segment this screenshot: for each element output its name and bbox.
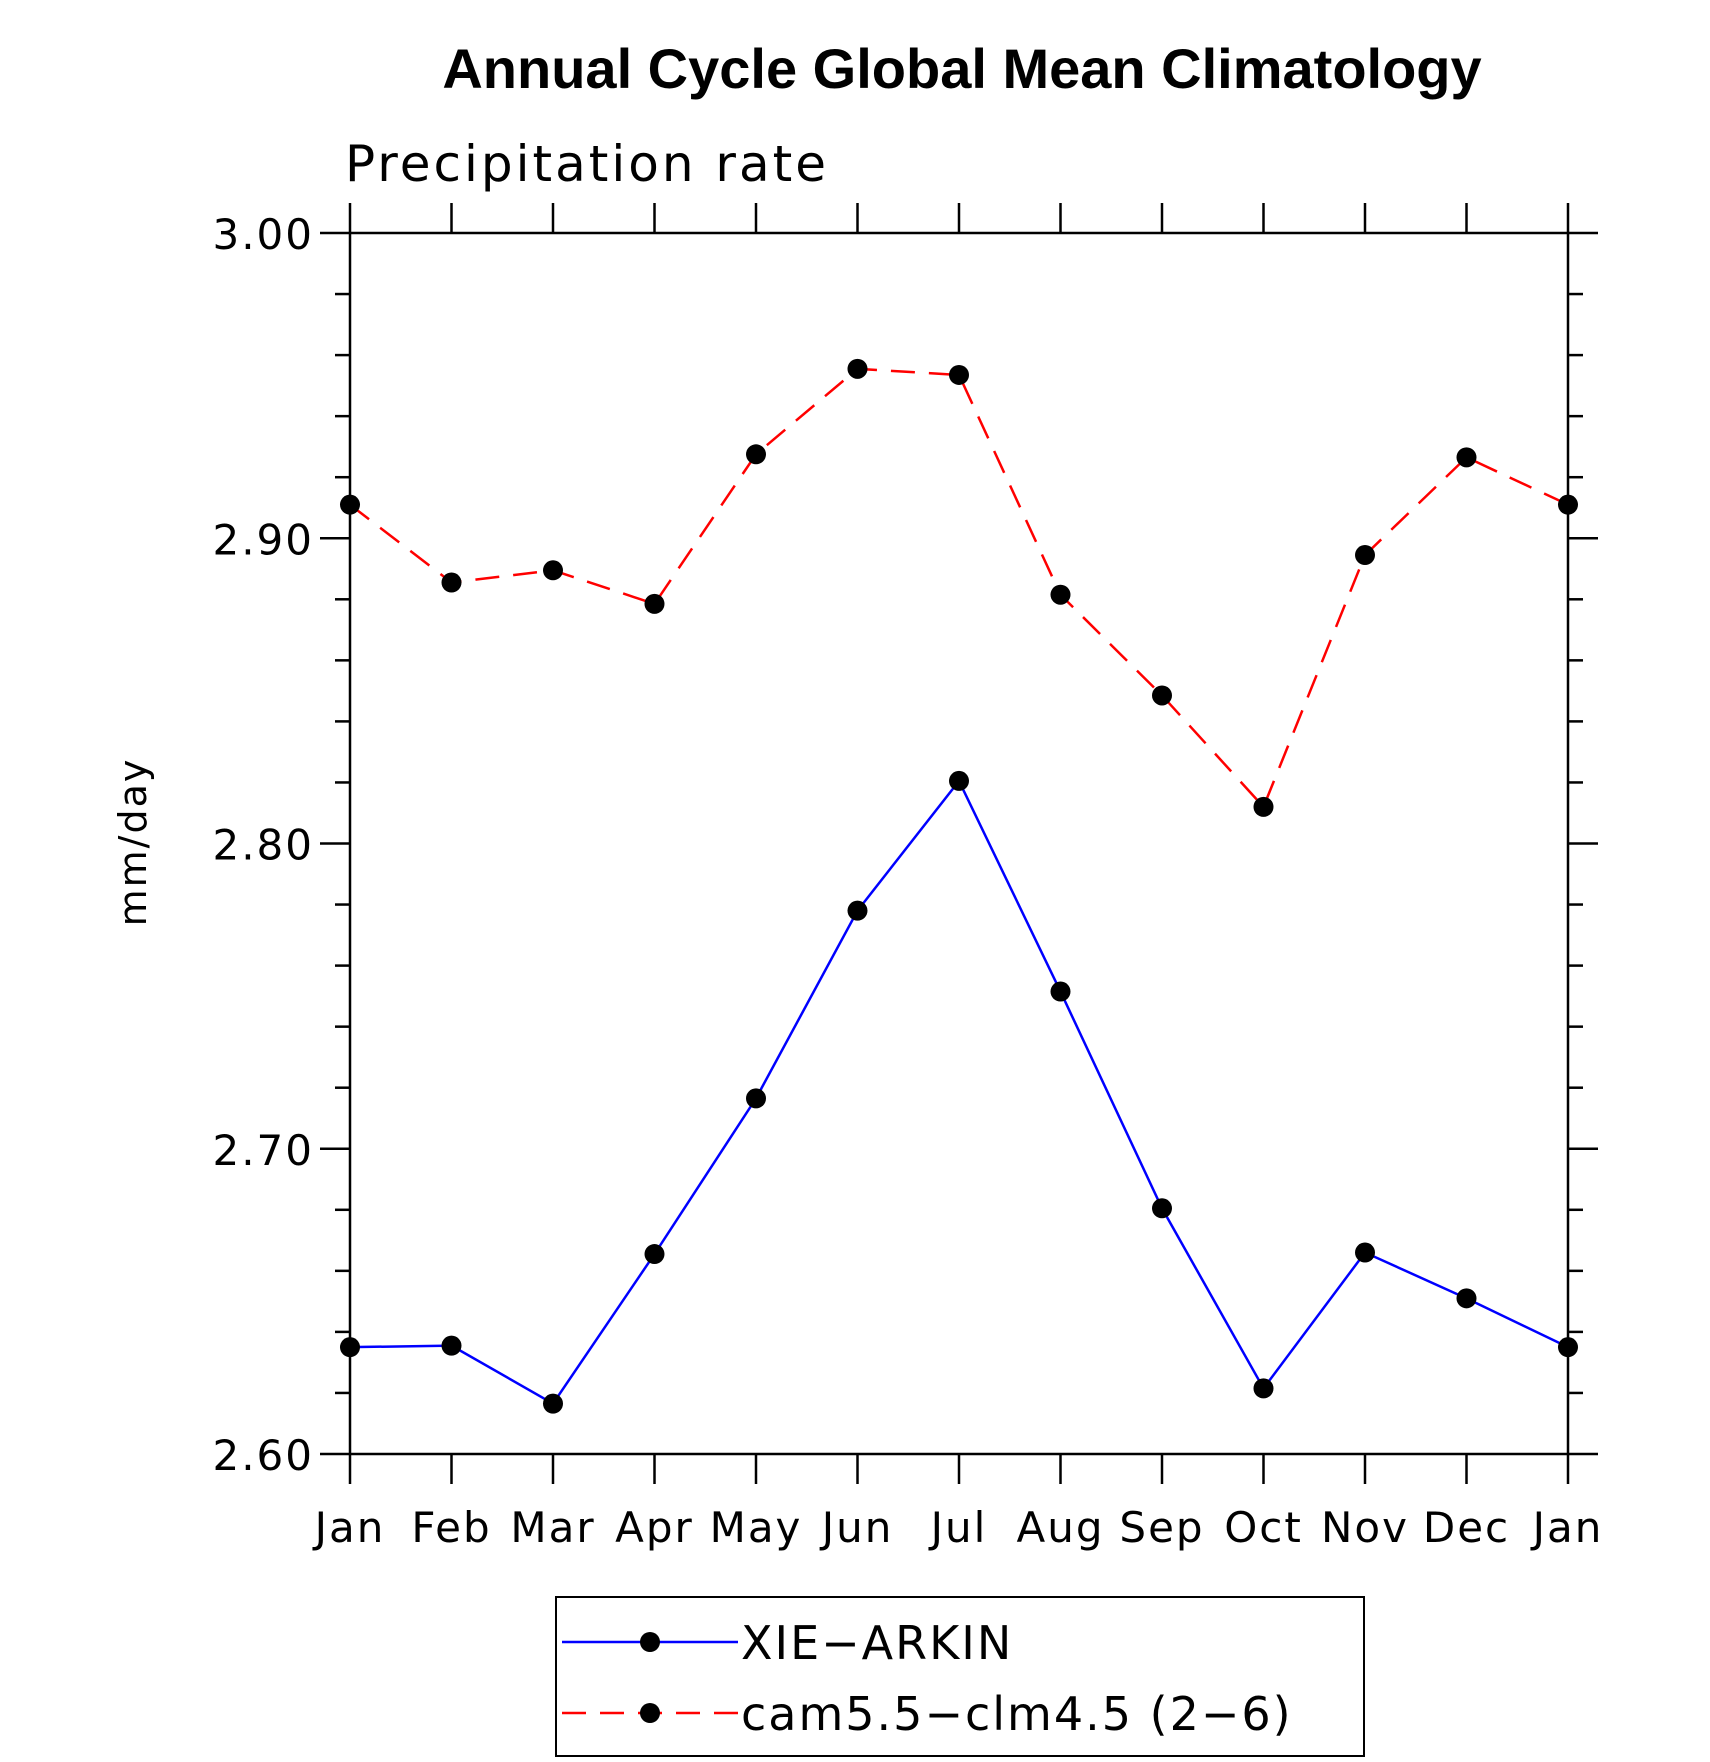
series-points <box>340 358 1578 1414</box>
x-tick-label: Jul <box>928 1503 988 1552</box>
data-point <box>543 560 563 581</box>
data-point <box>1253 796 1274 817</box>
series-line <box>349 367 1569 810</box>
data-point <box>644 593 665 614</box>
data-point <box>1253 1378 1274 1399</box>
x-tick-label: Jan <box>312 1503 386 1552</box>
data-point <box>1456 1288 1477 1309</box>
legend-marker-xie-arkin <box>640 1632 660 1652</box>
x-tick-label: Dec <box>1423 1503 1510 1552</box>
x-tick-label: Mar <box>510 1503 595 1552</box>
series-line <box>349 778 1569 1406</box>
chart-subtitle: Precipitation rate <box>345 135 829 193</box>
y-tick-label: 2.80 <box>212 821 314 870</box>
x-tick-label: May <box>710 1503 803 1552</box>
data-point <box>1152 685 1172 706</box>
data-point <box>1558 1337 1578 1358</box>
y-tick-label: 2.90 <box>212 515 314 564</box>
chart-title: Annual Cycle Global Mean Climatology <box>442 37 1481 100</box>
legend-box <box>555 1596 1365 1757</box>
data-point <box>340 494 360 515</box>
y-axis-ticks: 2.60 2.70 2.80 2.90 3.00 <box>212 210 1598 1480</box>
y-tick-label: 3.00 <box>212 210 314 259</box>
x-tick-label: Oct <box>1224 1503 1303 1552</box>
data-point <box>1050 584 1071 605</box>
data-point <box>1558 494 1578 515</box>
legend-marker-cam5-5-clm4-5 <box>640 1703 660 1723</box>
data-point <box>543 1393 563 1414</box>
x-tick-label: Nov <box>1321 1503 1409 1552</box>
legend-label-cam5-5-clm4-5: cam5.5−clm4.5 (2−6) <box>741 1687 1293 1741</box>
x-axis-ticks: Jan Feb Mar Apr May Jun Jul Aug Sep Oct Nov Dec Jan <box>312 203 1604 1552</box>
data-point <box>340 1337 360 1358</box>
y-tick-label: 2.70 <box>212 1126 314 1175</box>
y-axis-label: mm/day <box>111 758 155 927</box>
series-lines <box>349 367 1569 1406</box>
data-point <box>644 1244 665 1265</box>
data-point <box>847 358 868 379</box>
y-tick-label: 2.60 <box>212 1431 314 1480</box>
x-tick-label: Jan <box>1530 1503 1604 1552</box>
legend: XIE−ARKIN cam5.5−clm4.5 (2−6) <box>555 1596 1365 1757</box>
axes <box>348 231 1570 1456</box>
data-point <box>1355 545 1375 566</box>
data-point <box>441 1335 462 1356</box>
data-point <box>1355 1242 1375 1263</box>
data-point <box>441 572 462 593</box>
x-tick-label: Jun <box>819 1503 894 1552</box>
data-point <box>949 770 969 791</box>
data-point <box>847 900 868 921</box>
plot-frame <box>348 231 1570 1456</box>
data-point <box>1050 981 1071 1002</box>
data-point <box>1152 1198 1172 1219</box>
data-point <box>746 444 766 465</box>
x-tick-label: Aug <box>1016 1503 1104 1552</box>
legend-label-xie-arkin: XIE−ARKIN <box>741 1616 1013 1670</box>
data-point <box>949 364 969 385</box>
data-point <box>746 1088 766 1109</box>
x-tick-label: Sep <box>1119 1503 1204 1552</box>
x-tick-label: Feb <box>411 1503 491 1552</box>
data-point <box>1456 447 1477 468</box>
x-tick-label: Apr <box>615 1503 694 1552</box>
